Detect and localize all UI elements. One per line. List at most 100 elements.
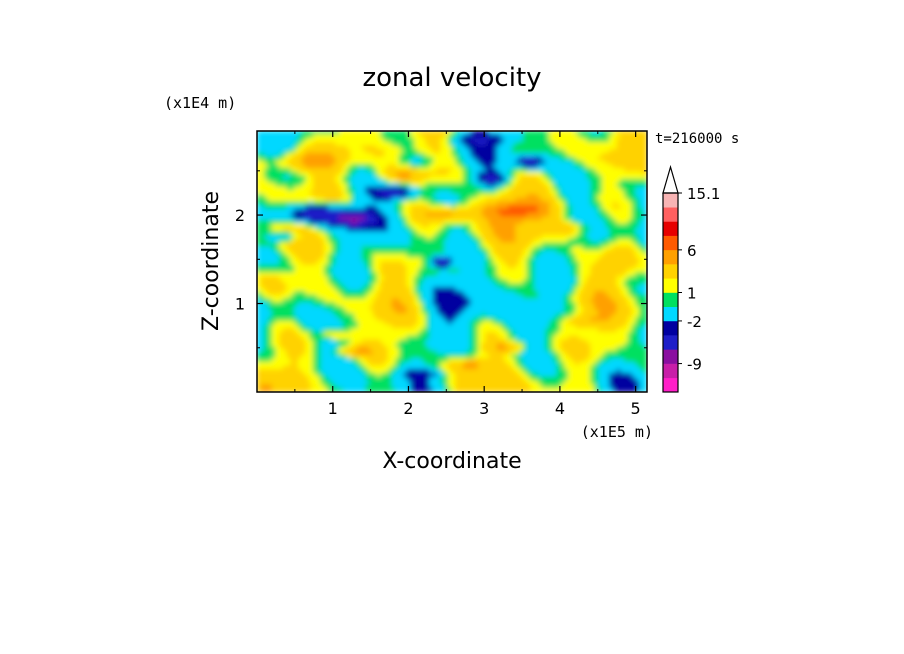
- heatmap-cell: [455, 171, 460, 177]
- heatmap-cell: [316, 227, 322, 233]
- heatmap-cell: [586, 231, 592, 236]
- heatmap-cell: [290, 276, 295, 281]
- heatmap-cell: [575, 302, 580, 307]
- heatmap-cell: [474, 190, 479, 195]
- heatmap-cell: [564, 152, 569, 158]
- heatmap-cell: [635, 205, 640, 210]
- heatmap-cell: [451, 205, 457, 210]
- heatmap-cell: [470, 290, 475, 296]
- heatmap-cell: [301, 201, 307, 206]
- heatmap-cell: [410, 279, 415, 285]
- heatmap-cell: [297, 205, 303, 210]
- heatmap-cell: [275, 253, 280, 259]
- heatmap-cell: [597, 201, 603, 206]
- heatmap-cell: [350, 238, 355, 244]
- heatmap-cell: [290, 197, 295, 203]
- heatmap-cell: [459, 264, 464, 270]
- heatmap-cell: [552, 246, 558, 251]
- heatmap-cell: [350, 145, 355, 151]
- heatmap-cell: [354, 242, 359, 247]
- heatmap-cell: [305, 171, 310, 177]
- heatmap-cell: [384, 197, 389, 203]
- heatmap-cell: [515, 235, 520, 240]
- heatmap-cell: [324, 197, 329, 203]
- heatmap-cell: [590, 220, 595, 225]
- heatmap-cell: [346, 235, 352, 240]
- heatmap-cell: [257, 253, 262, 259]
- heatmap-cell: [474, 149, 479, 154]
- heatmap-cell: [429, 298, 434, 303]
- heatmap-cell: [526, 223, 532, 229]
- heatmap-cell: [384, 179, 389, 184]
- heatmap-cell: [564, 231, 569, 236]
- heatmap-cell: [297, 145, 303, 151]
- heatmap-cell: [395, 212, 400, 218]
- heatmap-cell: [459, 231, 464, 236]
- heatmap-cell: [601, 261, 607, 266]
- heatmap-cell: [537, 231, 543, 236]
- heatmap-cell: [294, 131, 299, 136]
- heatmap-cell: [597, 160, 603, 165]
- heatmap-cell: [470, 249, 475, 255]
- heatmap-cell: [541, 167, 547, 173]
- heatmap-cell: [399, 205, 404, 210]
- heatmap-cell: [534, 246, 539, 251]
- heatmap-cell: [489, 249, 494, 255]
- heatmap-cell: [271, 264, 277, 270]
- heatmap-cell: [320, 235, 325, 240]
- heatmap-cell: [429, 149, 434, 154]
- heatmap-cell: [395, 235, 400, 240]
- heatmap-cell: [616, 264, 622, 270]
- heatmap-cell: [327, 261, 333, 266]
- heatmap-cell: [354, 182, 359, 188]
- heatmap-cell: [590, 294, 595, 300]
- heatmap-cell: [399, 302, 404, 307]
- heatmap-cell: [327, 264, 333, 270]
- heatmap-cell: [605, 249, 610, 255]
- heatmap-cell: [560, 171, 565, 177]
- heatmap-cell: [414, 283, 419, 288]
- heatmap-cell: [417, 164, 423, 169]
- heatmap-cell: [612, 131, 618, 136]
- heatmap-cell: [346, 290, 352, 296]
- heatmap-cell: [616, 186, 622, 192]
- heatmap-cell: [320, 220, 325, 225]
- heatmap-cell: [342, 223, 348, 229]
- heatmap-cell: [522, 149, 528, 154]
- heatmap-cell: [534, 134, 539, 139]
- heatmap-cell: [601, 152, 607, 158]
- heatmap-cell: [624, 201, 629, 206]
- heatmap-cell: [635, 249, 640, 255]
- heatmap-cell: [496, 197, 502, 203]
- heatmap-cell: [417, 131, 423, 136]
- heatmap-cell: [616, 175, 622, 180]
- heatmap-cell: [316, 141, 322, 147]
- heatmap-cell: [612, 164, 618, 169]
- heatmap-cell: [260, 167, 265, 173]
- heatmap-cell: [447, 231, 453, 236]
- heatmap-cell: [639, 264, 644, 270]
- heatmap-cell: [504, 164, 509, 169]
- heatmap-cell: [537, 257, 543, 262]
- heatmap-cell: [627, 268, 633, 274]
- heatmap-cell: [387, 238, 393, 244]
- heatmap-cell: [616, 276, 622, 281]
- heatmap-cell: [526, 264, 532, 270]
- heatmap-cell: [380, 212, 385, 218]
- heatmap-cell: [305, 287, 310, 292]
- heatmap-cell: [496, 182, 502, 188]
- heatmap-cell: [271, 197, 277, 203]
- heatmap-cell: [549, 149, 554, 154]
- heatmap-cell: [327, 201, 333, 206]
- heatmap-cell: [631, 167, 637, 173]
- heatmap-cell: [432, 167, 438, 173]
- heatmap-cell: [267, 138, 273, 143]
- heatmap-cell: [474, 179, 479, 184]
- heatmap-cell: [515, 264, 520, 270]
- heatmap-cell: [492, 268, 498, 274]
- heatmap-cell: [372, 294, 378, 300]
- heatmap-cell: [444, 216, 449, 221]
- heatmap-cell: [324, 175, 329, 180]
- heatmap-cell: [620, 131, 625, 136]
- heatmap-cell: [552, 171, 558, 177]
